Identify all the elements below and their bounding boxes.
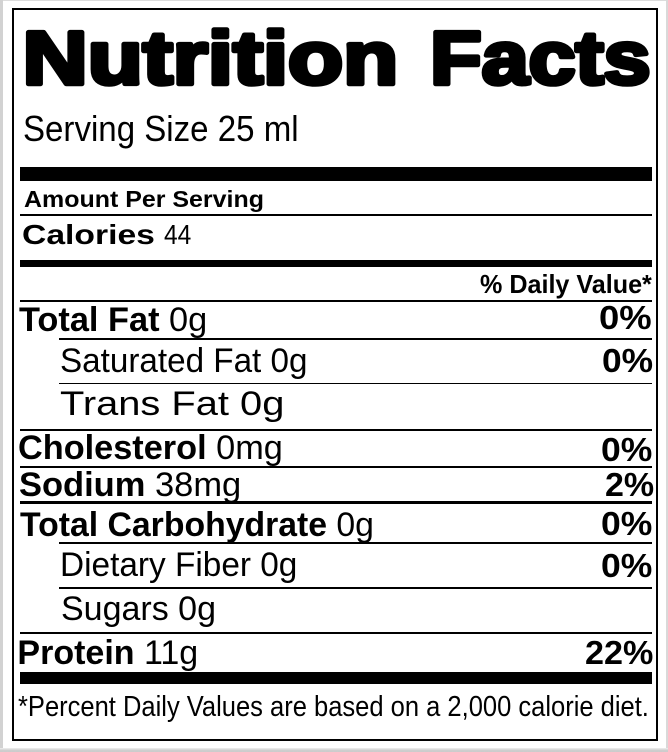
svg-text:Nutrition: Nutrition <box>23 16 399 100</box>
svg-text:Facts: Facts <box>430 16 650 100</box>
